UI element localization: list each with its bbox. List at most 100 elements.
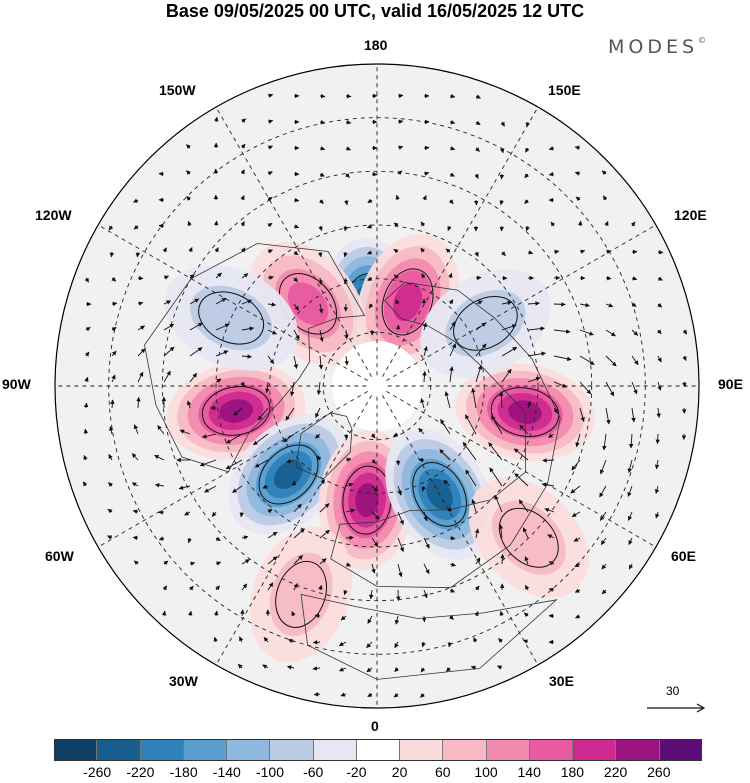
wind-arrow bbox=[186, 195, 192, 201]
wind-arrow bbox=[527, 376, 541, 383]
wind-arrow bbox=[473, 637, 478, 643]
wind-arrow bbox=[542, 458, 555, 463]
wind-arrow bbox=[83, 454, 88, 461]
wind-arrow bbox=[449, 535, 456, 541]
wind-arrow bbox=[449, 343, 457, 357]
wind-arrow bbox=[345, 457, 352, 462]
wind-arrow bbox=[240, 169, 245, 175]
wind-arrow bbox=[574, 145, 581, 151]
colorbar bbox=[54, 739, 702, 761]
wind-arrow bbox=[371, 171, 378, 177]
reference-vector-label: 30 bbox=[666, 684, 680, 698]
wind-arrow bbox=[500, 121, 505, 127]
wind-arrow bbox=[319, 199, 324, 205]
wind-arrow bbox=[369, 589, 374, 600]
wind-arrow bbox=[366, 667, 373, 673]
wind-arrow bbox=[319, 529, 330, 539]
wind-arrow bbox=[628, 433, 634, 449]
wind-arrow bbox=[366, 250, 373, 255]
wind-arrow bbox=[475, 147, 480, 152]
wind-arrow bbox=[267, 582, 274, 591]
wind-arrow bbox=[343, 225, 349, 232]
wind-arrow bbox=[501, 251, 506, 257]
wind-arrow bbox=[571, 511, 581, 517]
wind-arrow bbox=[423, 589, 428, 599]
wind-arrow bbox=[345, 508, 356, 513]
wind-arrow bbox=[474, 173, 479, 179]
wind-arrow bbox=[397, 170, 403, 176]
wind-arrow bbox=[163, 346, 175, 357]
positive-anomaly bbox=[318, 430, 416, 570]
wind-arrow bbox=[423, 511, 428, 522]
wind-arrow bbox=[499, 173, 505, 180]
colorbar-swatch bbox=[97, 739, 141, 761]
wind-arrow bbox=[312, 639, 321, 645]
wind-arrow bbox=[154, 454, 165, 461]
colorbar-ticks: -260 -220 -180 -140 -100 -60 -20 20 60 100 140 180 2… bbox=[54, 764, 702, 782]
wind-arrow bbox=[240, 609, 245, 617]
wind-arrow bbox=[319, 119, 326, 125]
wind-arrow bbox=[553, 407, 558, 414]
wind-arrow bbox=[418, 427, 425, 435]
wind-arrow bbox=[293, 224, 300, 229]
wind-arrow bbox=[394, 667, 400, 673]
wind-arrow bbox=[471, 387, 477, 409]
wind-arrow bbox=[240, 221, 245, 227]
wind-arrow bbox=[577, 220, 583, 227]
wind-arrow bbox=[422, 195, 427, 201]
wind-arrow bbox=[553, 249, 560, 255]
wind-arrow bbox=[186, 400, 192, 409]
wind-arrow bbox=[522, 639, 529, 644]
wind-arrow bbox=[84, 351, 90, 357]
wind-arrow bbox=[82, 481, 88, 487]
wind-arrow bbox=[291, 611, 296, 617]
wind-arrow bbox=[366, 224, 373, 229]
colorbar-tick-label: -140 bbox=[212, 764, 241, 780]
wind-arrow bbox=[553, 355, 572, 362]
wind-arrow bbox=[522, 527, 529, 539]
wind-arrow bbox=[163, 275, 170, 280]
wind-arrow bbox=[343, 277, 348, 284]
wind-arrow bbox=[367, 615, 373, 624]
wind-arrow bbox=[395, 299, 400, 305]
wind-arrow bbox=[214, 247, 219, 253]
wind-arrow bbox=[443, 479, 451, 487]
wind-arrow bbox=[83, 428, 89, 435]
wind-arrow bbox=[293, 355, 299, 369]
wind-arrow bbox=[267, 119, 274, 124]
wind-arrow bbox=[319, 558, 327, 565]
wind-arrow bbox=[449, 615, 454, 620]
wind-arrow bbox=[397, 511, 404, 525]
wind-arrow bbox=[345, 172, 350, 178]
brand-logo: MODES© bbox=[608, 36, 706, 58]
wind-arrow bbox=[108, 482, 113, 487]
wind-arrow bbox=[137, 275, 144, 281]
wind-arrow bbox=[474, 251, 479, 257]
wind-arrow bbox=[631, 407, 636, 423]
wind-arrow bbox=[501, 368, 512, 383]
negative-anomaly bbox=[228, 414, 349, 535]
lon-label-120w: 120W bbox=[35, 207, 72, 223]
colorbar-tick-label: -220 bbox=[126, 764, 155, 780]
wind-arrow bbox=[189, 347, 203, 357]
colorbar-swatch bbox=[659, 739, 702, 761]
lon-label-150w: 150W bbox=[159, 82, 196, 98]
wind-arrow bbox=[547, 433, 555, 438]
wind-arrow bbox=[293, 303, 300, 311]
wind-arrow bbox=[371, 537, 379, 548]
brand-name: MODES bbox=[608, 36, 699, 58]
colorbar-swatch bbox=[486, 739, 530, 761]
wind-arrow bbox=[267, 531, 278, 539]
wind-arrow bbox=[599, 459, 607, 475]
wind-arrow bbox=[605, 303, 614, 308]
wind-arrow bbox=[422, 370, 427, 383]
wind-arrow bbox=[285, 407, 295, 421]
wind-arrow bbox=[108, 454, 113, 461]
wind-arrow bbox=[579, 355, 595, 365]
wind-arrow bbox=[575, 196, 581, 202]
wind-arrow bbox=[137, 348, 146, 357]
wind-arrow bbox=[525, 225, 530, 232]
wind-arrow bbox=[682, 381, 687, 388]
wind-arrow bbox=[605, 407, 611, 425]
wind-arrow bbox=[602, 433, 607, 451]
